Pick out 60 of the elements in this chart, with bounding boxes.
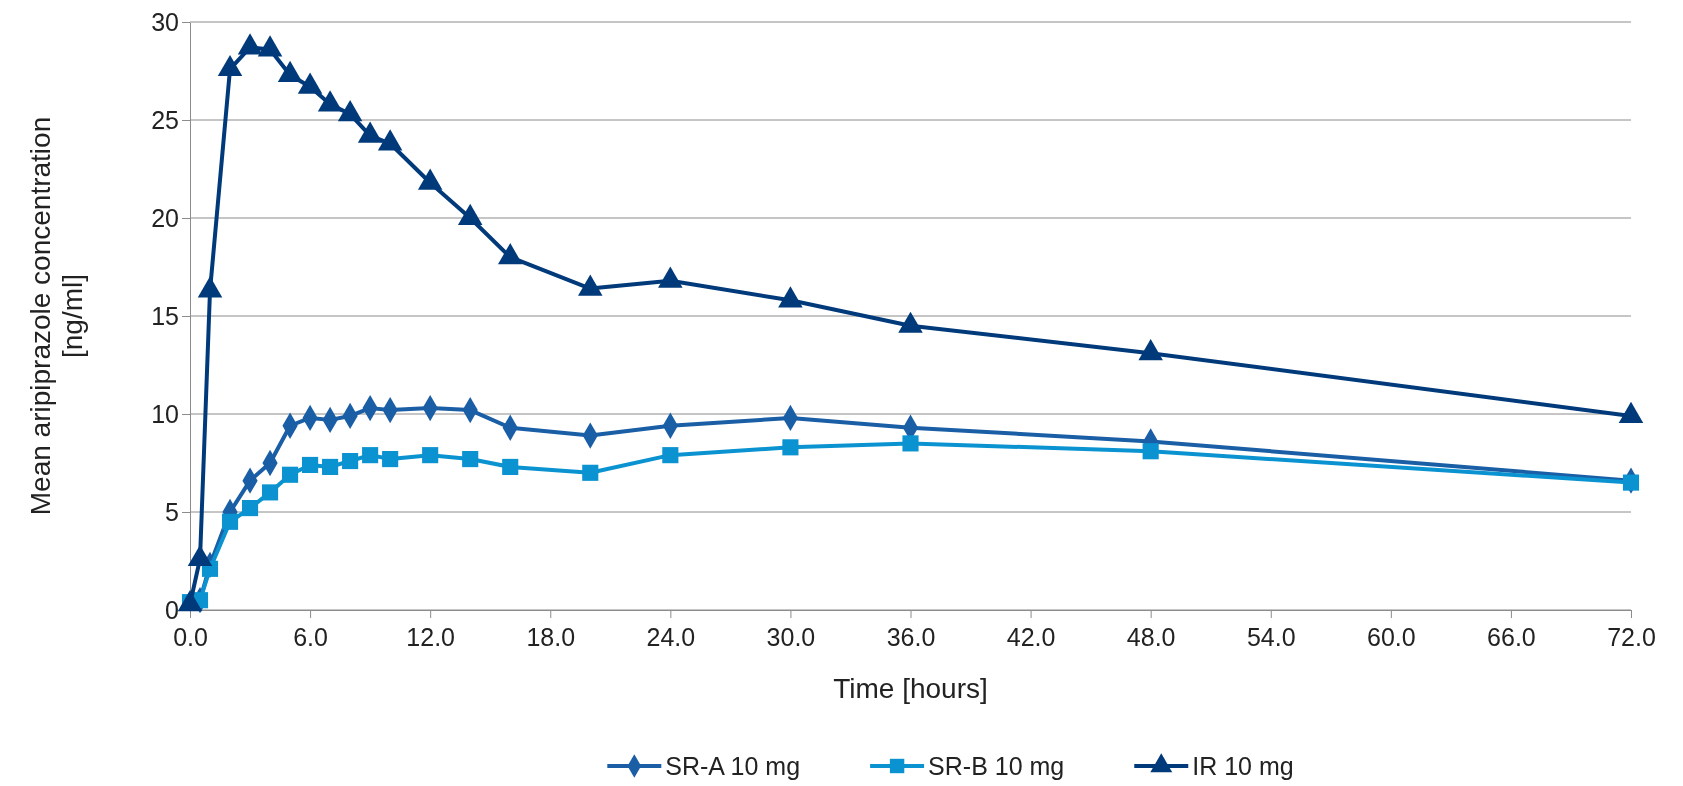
point bbox=[1142, 443, 1159, 460]
point bbox=[902, 435, 919, 452]
legend-label: IR 10 mg bbox=[1192, 752, 1294, 780]
y-tick-label: 25 bbox=[151, 105, 179, 134]
point bbox=[582, 464, 599, 481]
point bbox=[241, 500, 259, 517]
x-axis-title: Time [hours] bbox=[833, 673, 988, 704]
point bbox=[778, 286, 803, 308]
point bbox=[578, 274, 603, 296]
x-tick-label: 42.0 bbox=[1006, 623, 1056, 651]
point bbox=[662, 447, 679, 464]
y-tick-label: 0 bbox=[165, 595, 179, 624]
x-tick-label: 54.0 bbox=[1246, 623, 1296, 651]
point bbox=[297, 72, 323, 94]
point bbox=[462, 451, 479, 468]
point bbox=[317, 90, 343, 112]
x-tick-label: 24.0 bbox=[646, 623, 696, 651]
x-tick-label: 48.0 bbox=[1126, 623, 1176, 651]
point bbox=[417, 168, 443, 190]
x-tick-label: 72.0 bbox=[1607, 623, 1656, 651]
point bbox=[782, 439, 799, 456]
x-tick-label: 12.0 bbox=[406, 623, 455, 651]
point bbox=[377, 129, 403, 151]
point bbox=[457, 203, 483, 226]
x-tick-label: 18.0 bbox=[526, 623, 576, 651]
point bbox=[497, 243, 523, 265]
y-tick-label: 10 bbox=[151, 399, 179, 428]
y-axis-title: Mean aripiprazole concentration [ng/ml] bbox=[25, 116, 89, 516]
x-tick-label: 6.0 bbox=[293, 623, 328, 651]
y-tick-label: 30 bbox=[151, 7, 179, 36]
point bbox=[502, 458, 519, 475]
y-tick-label: 15 bbox=[151, 301, 179, 330]
point bbox=[257, 35, 283, 57]
point bbox=[282, 466, 299, 483]
y-tick-label: 5 bbox=[165, 497, 179, 526]
point bbox=[337, 99, 363, 122]
point bbox=[1138, 339, 1163, 361]
x-tick-label: 66.0 bbox=[1487, 623, 1536, 651]
point bbox=[357, 121, 383, 143]
legend-label: SR-B 10 mg bbox=[928, 752, 1065, 780]
point bbox=[1622, 474, 1640, 491]
point bbox=[382, 451, 399, 468]
legend-label: SR-A 10 mg bbox=[665, 752, 801, 780]
y-tick-label: 20 bbox=[151, 203, 179, 232]
point bbox=[422, 447, 439, 464]
point bbox=[217, 54, 243, 77]
point bbox=[322, 458, 339, 475]
point bbox=[362, 447, 379, 464]
x-tick-label: 60.0 bbox=[1367, 623, 1416, 651]
point bbox=[342, 452, 359, 470]
point bbox=[197, 276, 223, 298]
x-tick-label: 36.0 bbox=[886, 623, 936, 651]
point bbox=[261, 484, 279, 501]
x-tick-label: 30.0 bbox=[766, 623, 816, 651]
point bbox=[658, 266, 683, 288]
point bbox=[277, 60, 303, 82]
x-tick-label: 0.0 bbox=[173, 623, 208, 651]
point bbox=[237, 33, 263, 55]
point bbox=[221, 513, 239, 530]
point bbox=[302, 456, 319, 474]
